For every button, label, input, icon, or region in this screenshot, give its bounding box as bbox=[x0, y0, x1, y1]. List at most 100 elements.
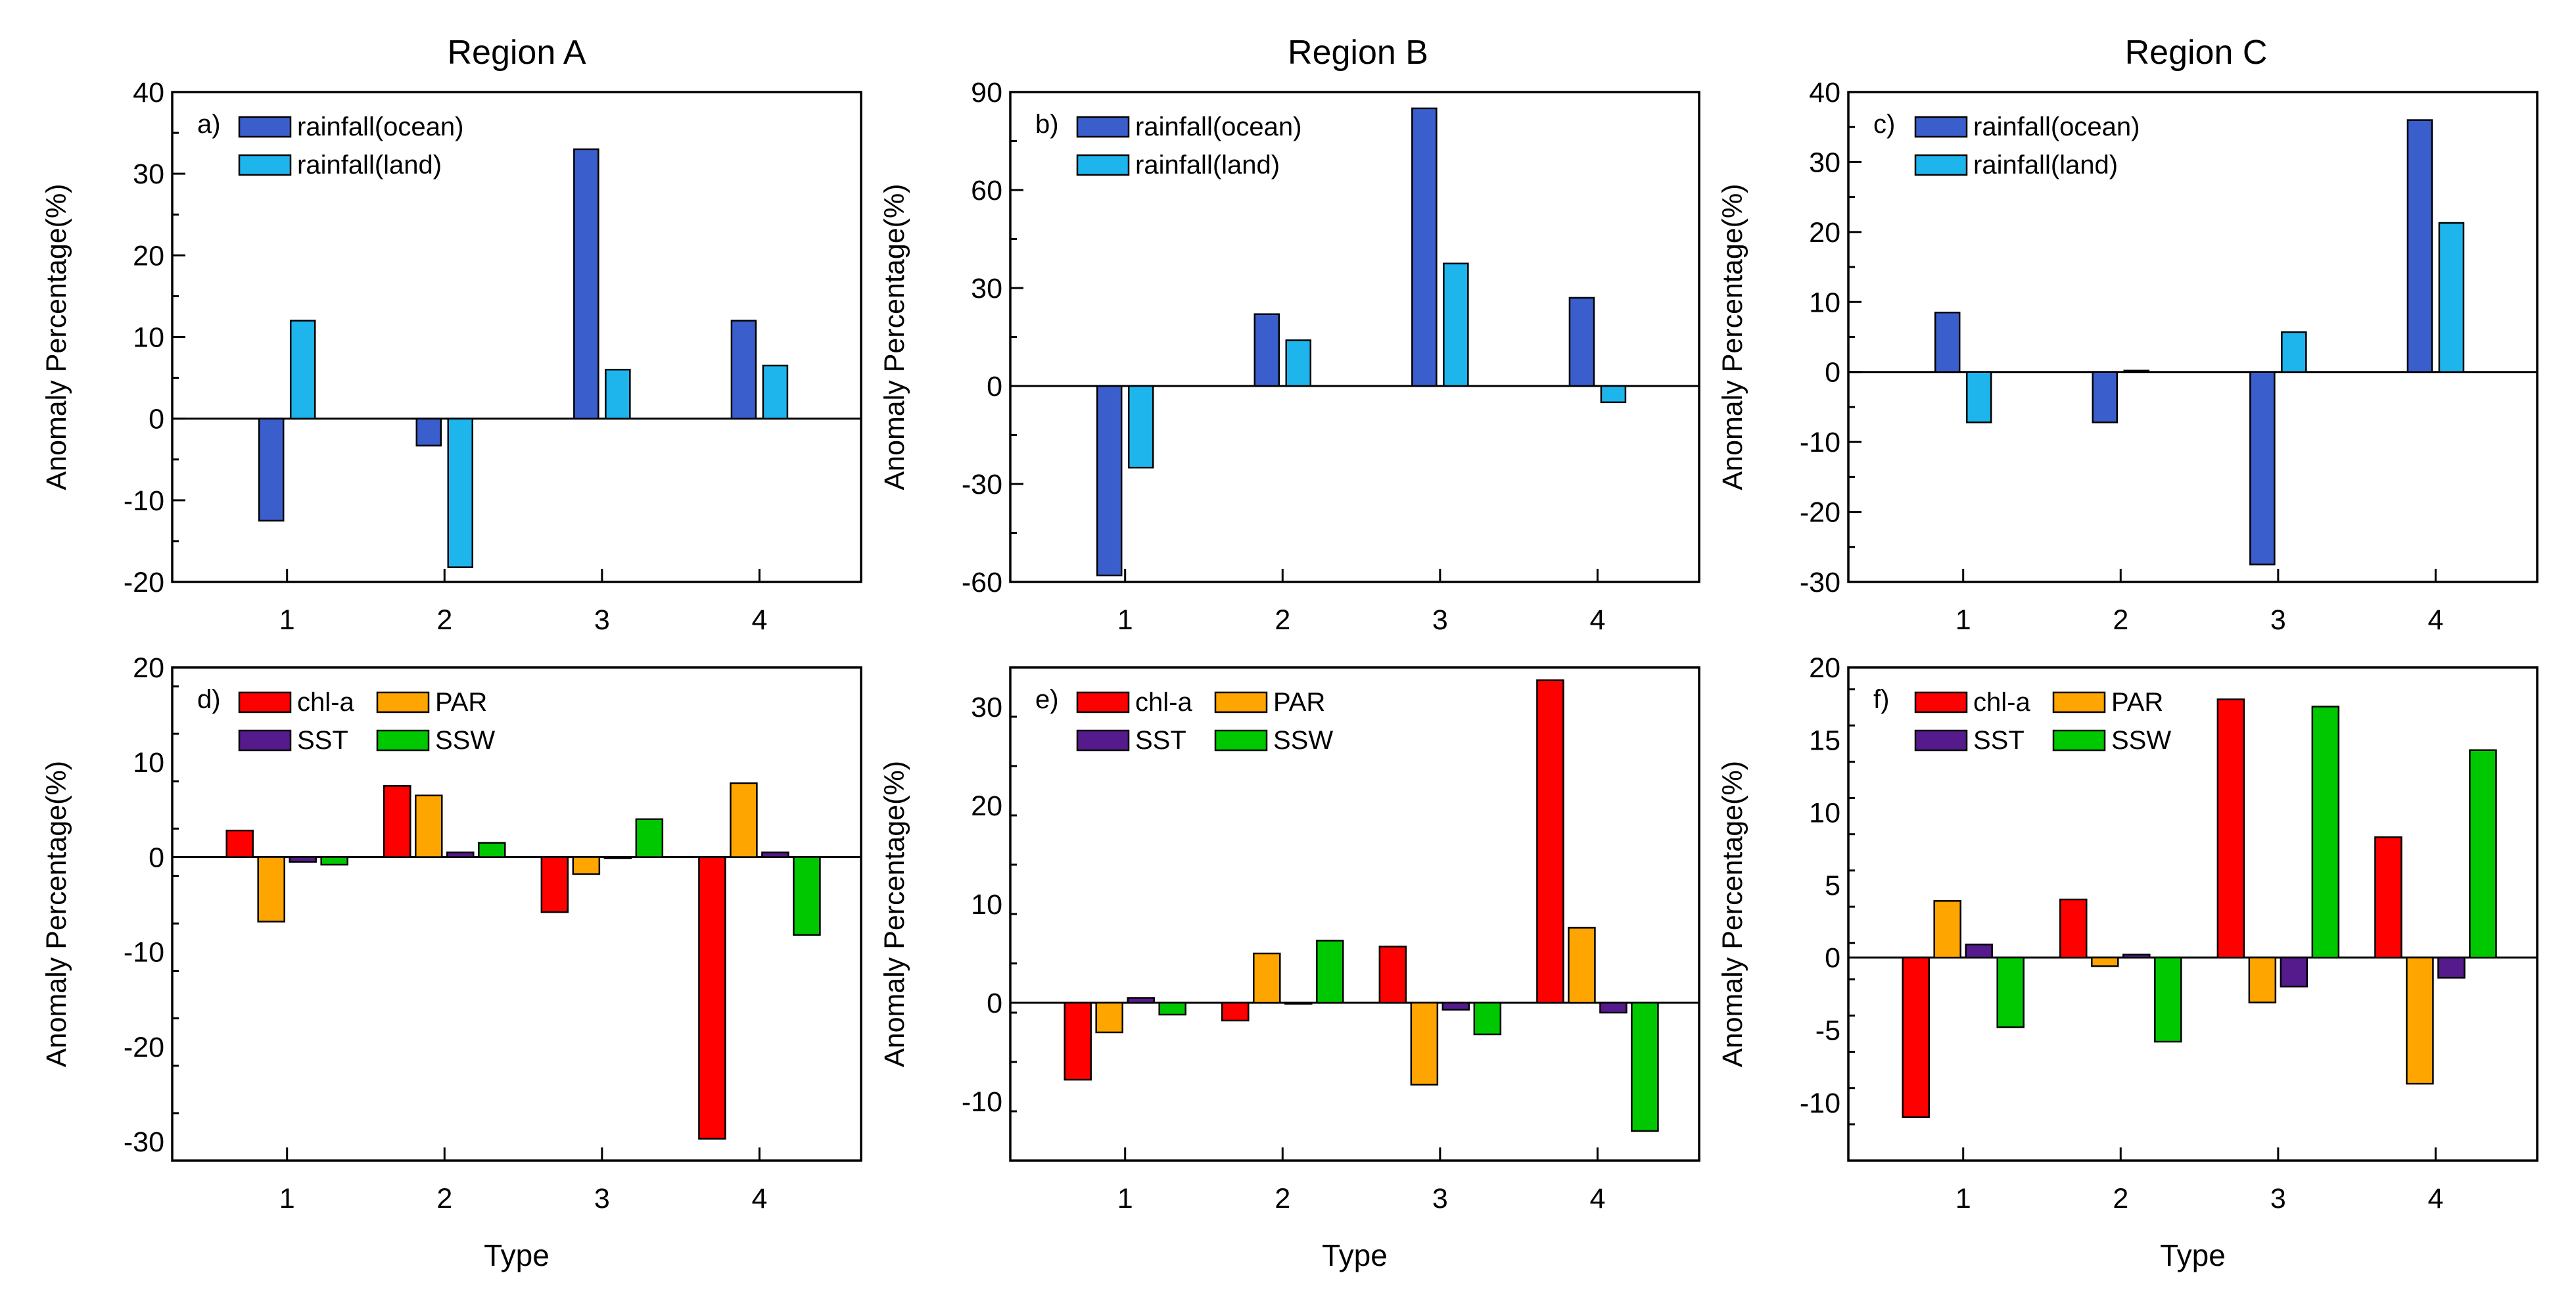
chart-panel-4: -30 -20 -10 0 10 20 1 2 3 4 Anomaly Percentage(%) T… bbox=[41, 652, 862, 1272]
y-axis-title: Anomaly Percentage(%) bbox=[1717, 183, 1748, 490]
y-tick-label: -10 bbox=[124, 485, 164, 517]
bar-SSW-4 bbox=[793, 856, 821, 936]
x-tick-label: 2 bbox=[2113, 604, 2128, 636]
x-tick-label: 3 bbox=[1432, 1183, 1448, 1215]
bar-chl-a-1 bbox=[225, 829, 254, 858]
plot-frame bbox=[1847, 666, 2539, 1162]
bar-SSW-3 bbox=[2311, 706, 2340, 959]
y-axis-title: Anomaly Percentage(%) bbox=[41, 761, 72, 1067]
y-axis-title: Anomaly Percentage(%) bbox=[1717, 761, 1748, 1067]
x-axis-title: Type bbox=[1322, 1238, 1388, 1272]
x-tick-label: 3 bbox=[1432, 604, 1448, 636]
y-tick-label: 0 bbox=[1825, 942, 1840, 974]
x-tick-label: 2 bbox=[2113, 1183, 2128, 1215]
y-axis-title: Anomaly Percentage(%) bbox=[41, 183, 72, 490]
bar-rainfall(ocean)-2 bbox=[1253, 313, 1280, 387]
bar-SST-3 bbox=[2280, 956, 2308, 988]
x-tick-label: 4 bbox=[751, 1183, 767, 1215]
y-tick-label: 20 bbox=[1809, 217, 1840, 249]
legend-swatch bbox=[1214, 729, 1268, 752]
x-tick-label: 3 bbox=[594, 604, 610, 636]
bar-SST-4 bbox=[1599, 1001, 1628, 1014]
y-tick-label: 0 bbox=[987, 988, 1002, 1019]
bar-PAR-2 bbox=[2091, 956, 2119, 967]
bar-SSW-4 bbox=[2469, 749, 2497, 959]
x-tick-label: 1 bbox=[1117, 1183, 1133, 1215]
legend-label: chl-a bbox=[1135, 688, 1192, 717]
bar-SST-2 bbox=[1284, 1001, 1313, 1005]
bar-SSW-2 bbox=[1316, 940, 1344, 1004]
bar-SSW-1 bbox=[320, 856, 348, 866]
bar-rainfall(ocean)-1 bbox=[1934, 312, 1961, 373]
bar-rainfall(ocean)-3 bbox=[573, 148, 599, 420]
x-tick-label: 3 bbox=[2270, 604, 2286, 636]
x-tick-label: 4 bbox=[2427, 1183, 2443, 1215]
bar-rainfall(ocean)-1 bbox=[1096, 385, 1123, 577]
legend-label: chl-a bbox=[297, 688, 354, 717]
bar-SSW-1 bbox=[1996, 956, 2025, 1028]
bar-rainfall(ocean)-4 bbox=[730, 320, 757, 420]
bar-rainfall(land)-4 bbox=[762, 364, 789, 420]
legend-swatch bbox=[1076, 116, 1130, 138]
x-tick-label: 1 bbox=[1117, 604, 1133, 636]
x-tick-label: 3 bbox=[2270, 1183, 2286, 1215]
bar-PAR-1 bbox=[257, 856, 285, 923]
bar-PAR-4 bbox=[1568, 927, 1596, 1004]
bar-SSW-3 bbox=[1473, 1001, 1502, 1036]
chart-panel-3: -30 -20 -10 0 10 20 30 40 1 2 3 4 Anomaly Percentage… bbox=[1717, 77, 2539, 636]
x-tick-label: 3 bbox=[594, 1183, 610, 1215]
x-tick-label: 4 bbox=[2427, 604, 2443, 636]
y-tick-label: -20 bbox=[1800, 497, 1840, 529]
legend: chl-a PAR SST SSW bbox=[238, 688, 495, 755]
y-tick-label: 10 bbox=[1809, 287, 1840, 318]
bar-PAR-3 bbox=[1410, 1001, 1439, 1086]
x-tick-label: 1 bbox=[279, 604, 295, 636]
legend-swatch bbox=[1076, 729, 1130, 752]
legend-label: SST bbox=[1973, 726, 2025, 755]
bar-SST-3 bbox=[603, 856, 632, 859]
bar-SST-2 bbox=[446, 852, 475, 858]
bar-chl-a-2 bbox=[1221, 1001, 1250, 1022]
bar-PAR-2 bbox=[1253, 952, 1281, 1004]
chart-panel-6: -10 -5 0 5 10 15 20 1 2 3 4 Anomaly Percentage(%) Ty… bbox=[1717, 652, 2539, 1272]
bar-SST-1 bbox=[1127, 997, 1155, 1004]
bar-SST-1 bbox=[1965, 944, 1993, 959]
legend: rainfall(ocean) rainfall(land) bbox=[1076, 112, 1301, 180]
bar-SSW-3 bbox=[635, 818, 664, 858]
legend-swatch bbox=[1914, 116, 1968, 138]
bar-rainfall(land)-1 bbox=[1127, 385, 1154, 469]
x-tick-label: 2 bbox=[1275, 604, 1290, 636]
y-tick-label: -10 bbox=[1800, 427, 1840, 458]
y-tick-label: 30 bbox=[971, 692, 1002, 723]
y-tick-label: 60 bbox=[971, 175, 1002, 206]
legend-label: rainfall(ocean) bbox=[1135, 112, 1301, 141]
y-tick-label: -10 bbox=[1800, 1088, 1840, 1119]
bar-SSW-1 bbox=[1158, 1001, 1186, 1016]
bar-PAR-1 bbox=[1095, 1001, 1123, 1034]
y-tick-label: 20 bbox=[133, 652, 164, 684]
bar-rainfall(ocean)-4 bbox=[1568, 297, 1595, 387]
x-axis-title: Type bbox=[2160, 1238, 2226, 1272]
legend-swatch bbox=[1914, 154, 1968, 176]
legend-label: chl-a bbox=[1973, 688, 2030, 717]
y-tick-label: 20 bbox=[1809, 652, 1840, 684]
bar-rainfall(ocean)-3 bbox=[1411, 107, 1438, 387]
y-tick-label: 40 bbox=[1809, 77, 1840, 108]
legend-label: SST bbox=[1135, 726, 1186, 755]
legend: rainfall(ocean) rainfall(land) bbox=[238, 112, 463, 180]
bar-rainfall(land)-3 bbox=[1443, 262, 1469, 387]
bar-PAR-1 bbox=[1933, 900, 1961, 959]
legend-swatch bbox=[1076, 154, 1130, 176]
legend-label: PAR bbox=[1273, 688, 1325, 717]
region-title-b: Region B bbox=[1288, 34, 1428, 72]
bar-SST-4 bbox=[2437, 956, 2466, 979]
bar-chl-a-2 bbox=[2059, 898, 2088, 959]
bar-rainfall(land)-2 bbox=[447, 418, 474, 568]
y-tick-label: 30 bbox=[1809, 147, 1840, 178]
panel-tag: d) bbox=[197, 685, 221, 714]
legend: rainfall(ocean) rainfall(land) bbox=[1914, 112, 2140, 180]
legend-swatch bbox=[1076, 691, 1130, 713]
y-tick-label: 10 bbox=[1809, 798, 1840, 829]
bar-SST-1 bbox=[289, 856, 317, 863]
